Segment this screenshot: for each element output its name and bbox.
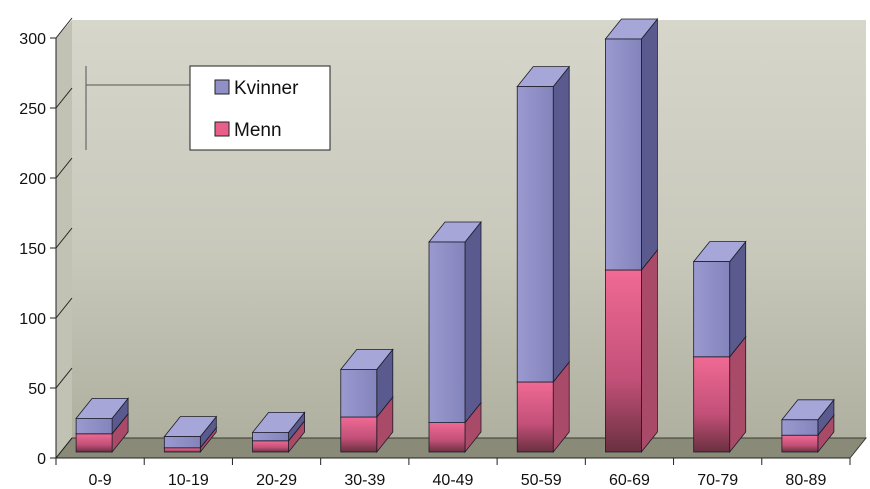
x-tick-label: 60-69 — [609, 472, 650, 489]
legend-box — [189, 65, 331, 151]
bars — [75, 17, 835, 454]
bar-front — [693, 261, 731, 358]
bar-segment-kvinner-10-19 — [163, 415, 218, 449]
bar-segment-kvinner-30-39 — [339, 348, 394, 419]
legend-swatch-kvinner — [214, 79, 230, 95]
y-tick-diagonal — [55, 437, 73, 459]
x-tick-label: 10-19 — [168, 472, 209, 489]
bar-front — [163, 447, 201, 453]
y-tick-label: 50 — [28, 381, 46, 398]
bar-segment-menn-60-69 — [604, 248, 659, 454]
bar-side — [641, 248, 658, 454]
bar-front — [605, 38, 642, 271]
y-tick-label: 250 — [19, 101, 46, 118]
bar-segment-kvinner-0-9 — [75, 397, 129, 435]
x-tick-label: 80-89 — [785, 472, 826, 489]
bar-segment-kvinner-50-59 — [516, 65, 571, 384]
bar-front — [781, 419, 819, 436]
y-tick-label: 150 — [19, 241, 46, 258]
bar-segment-kvinner-60-69 — [604, 17, 659, 272]
bar-front — [75, 433, 113, 453]
legend-label-kvinner: Kvinner — [234, 78, 299, 99]
y-tick-label: 300 — [19, 31, 46, 48]
bar-segment-menn-70-79 — [692, 335, 747, 454]
bar-front — [75, 417, 113, 435]
y-tick-diagonal — [55, 367, 73, 389]
bar-front — [693, 356, 731, 453]
legend: Kvinner Menn — [85, 65, 331, 151]
bar-front — [428, 241, 466, 424]
bar-front — [340, 416, 378, 453]
bar-segment-kvinner-20-29 — [251, 411, 306, 442]
bar-front — [340, 368, 378, 418]
bar-front — [163, 436, 201, 449]
bar-front — [516, 381, 554, 453]
y-tick-label: 200 — [19, 171, 46, 188]
y-tick-label: 0 — [37, 451, 46, 468]
bar-front — [781, 434, 819, 453]
bar-segment-kvinner-70-79 — [692, 240, 747, 358]
legend-label-menn: Menn — [234, 120, 282, 141]
x-tick-label: 30-39 — [344, 472, 385, 489]
bar-side — [552, 65, 570, 384]
bar-front — [605, 269, 642, 453]
bar-side — [464, 220, 482, 424]
bar-front — [252, 440, 289, 453]
x-tick-label: 20-29 — [256, 472, 297, 489]
bar-front — [516, 86, 554, 383]
bar-front — [428, 422, 466, 453]
axes: 0 50 100 150 200 250 300 0-9 10-19 20-29 30-39 40-4… — [19, 17, 851, 489]
x-tick-label: 50-59 — [521, 472, 562, 489]
bar-side — [641, 17, 658, 272]
bar-segment-kvinner-40-49 — [428, 220, 482, 424]
y-tick-diagonal — [55, 157, 73, 179]
bar-segment-kvinner-80-89 — [781, 398, 835, 437]
legend-swatch-menn — [214, 121, 230, 137]
y-tick-label: 100 — [19, 311, 46, 328]
y-tick-diagonal — [55, 297, 73, 319]
y-tick-diagonal — [55, 227, 73, 249]
x-tick-label: 70-79 — [697, 472, 738, 489]
y-tick-diagonal — [55, 87, 73, 109]
bar-front — [252, 431, 289, 442]
y-tick-diagonal — [55, 17, 73, 39]
x-tick-label: 0-9 — [89, 472, 112, 489]
x-tick-label: 40-49 — [433, 472, 474, 489]
side-wall — [56, 20, 72, 458]
